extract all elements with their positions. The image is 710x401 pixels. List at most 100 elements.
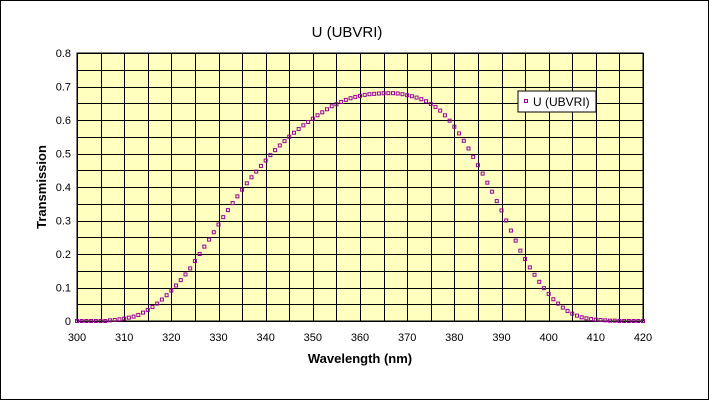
data-point (532, 272, 537, 277)
legend-marker (524, 99, 528, 103)
data-point (169, 288, 174, 293)
data-point (183, 272, 188, 277)
y-tick-label: 0.2 (56, 249, 71, 261)
data-point (287, 134, 292, 139)
data-point (353, 94, 358, 99)
data-point (254, 169, 259, 174)
x-axis-ticks: 300 310 320 330 340 350 360 370 380 390 400 410 420 (68, 332, 652, 344)
data-point (117, 317, 122, 322)
data-point (93, 319, 98, 323)
data-point (395, 91, 400, 96)
data-point (268, 153, 273, 158)
data-point (626, 319, 631, 323)
data-point (499, 208, 504, 213)
data-point (598, 318, 603, 322)
data-point (75, 319, 79, 323)
data-point (263, 158, 268, 163)
data-point (475, 163, 480, 168)
x-tick-label: 330 (209, 332, 227, 344)
y-tick-label: 0.8 (56, 48, 71, 60)
data-point (324, 107, 329, 112)
data-point (178, 278, 183, 283)
data-point (339, 99, 344, 104)
data-point (164, 293, 169, 298)
x-tick-label: 400 (539, 332, 557, 344)
x-tick-label: 370 (398, 332, 416, 344)
data-point (565, 308, 570, 313)
data-point (221, 215, 226, 220)
data-point (466, 146, 471, 151)
y-axis-ticks: 0 0.1 0.2 0.3 0.4 0.5 0.6 0.7 0.8 (56, 48, 71, 328)
x-tick-label: 340 (256, 332, 274, 344)
data-point (589, 316, 594, 321)
data-point (424, 99, 429, 104)
data-point (84, 319, 89, 323)
data-point (622, 319, 627, 323)
grid-lines (77, 53, 644, 322)
data-point (108, 318, 113, 323)
y-tick-label: 0.7 (56, 82, 71, 94)
data-point (122, 316, 127, 321)
data-point (79, 319, 84, 323)
data-point (225, 208, 230, 213)
data-point (188, 266, 193, 271)
data-point (89, 319, 94, 323)
data-point (457, 131, 462, 136)
data-point (636, 319, 641, 323)
data-point (145, 307, 150, 312)
data-point (414, 95, 419, 100)
data-point (343, 97, 348, 102)
data-point (334, 102, 339, 107)
data-point (159, 297, 164, 302)
data-point (537, 279, 542, 284)
data-point (471, 154, 476, 159)
data-point (348, 96, 353, 101)
y-axis-label: Transmission (34, 145, 49, 229)
x-tick-label: 350 (304, 332, 322, 344)
data-point (513, 238, 518, 243)
data-point (310, 116, 315, 121)
data-point (258, 163, 263, 168)
data-point (409, 94, 414, 99)
data-point (494, 199, 499, 204)
data-point (291, 130, 296, 135)
data-point (320, 110, 325, 115)
x-axis-label: Wavelength (nm) (308, 351, 412, 366)
data-point (433, 104, 438, 109)
data-point (112, 318, 117, 322)
data-point (372, 91, 377, 96)
data-point (367, 92, 372, 97)
data-point (273, 148, 278, 153)
data-point (584, 316, 589, 321)
data-point (461, 138, 466, 143)
data-point (306, 120, 311, 125)
data-point (230, 201, 235, 206)
data-point (607, 318, 612, 323)
data-point (442, 113, 447, 118)
data-point (523, 257, 528, 262)
data-point (192, 259, 197, 264)
data-point (541, 286, 546, 291)
data-point (315, 113, 320, 118)
data-point (296, 127, 301, 132)
y-tick-label: 0.3 (56, 216, 71, 228)
y-tick-label: 0.6 (56, 115, 71, 127)
data-point (174, 283, 179, 288)
data-point (504, 218, 509, 223)
data-point (216, 222, 221, 227)
data-point (631, 319, 636, 323)
x-tick-label: 420 (634, 332, 652, 344)
data-point (641, 319, 645, 323)
x-tick-label: 310 (115, 332, 133, 344)
data-point (419, 97, 424, 102)
x-tick-label: 360 (351, 332, 369, 344)
data-point (593, 317, 598, 322)
data-point (240, 187, 245, 192)
y-tick-label: 0.4 (56, 182, 71, 194)
data-point (376, 91, 381, 96)
data-point (381, 91, 386, 96)
legend-label: U (UBVRI) (533, 95, 590, 109)
data-point (447, 118, 452, 123)
